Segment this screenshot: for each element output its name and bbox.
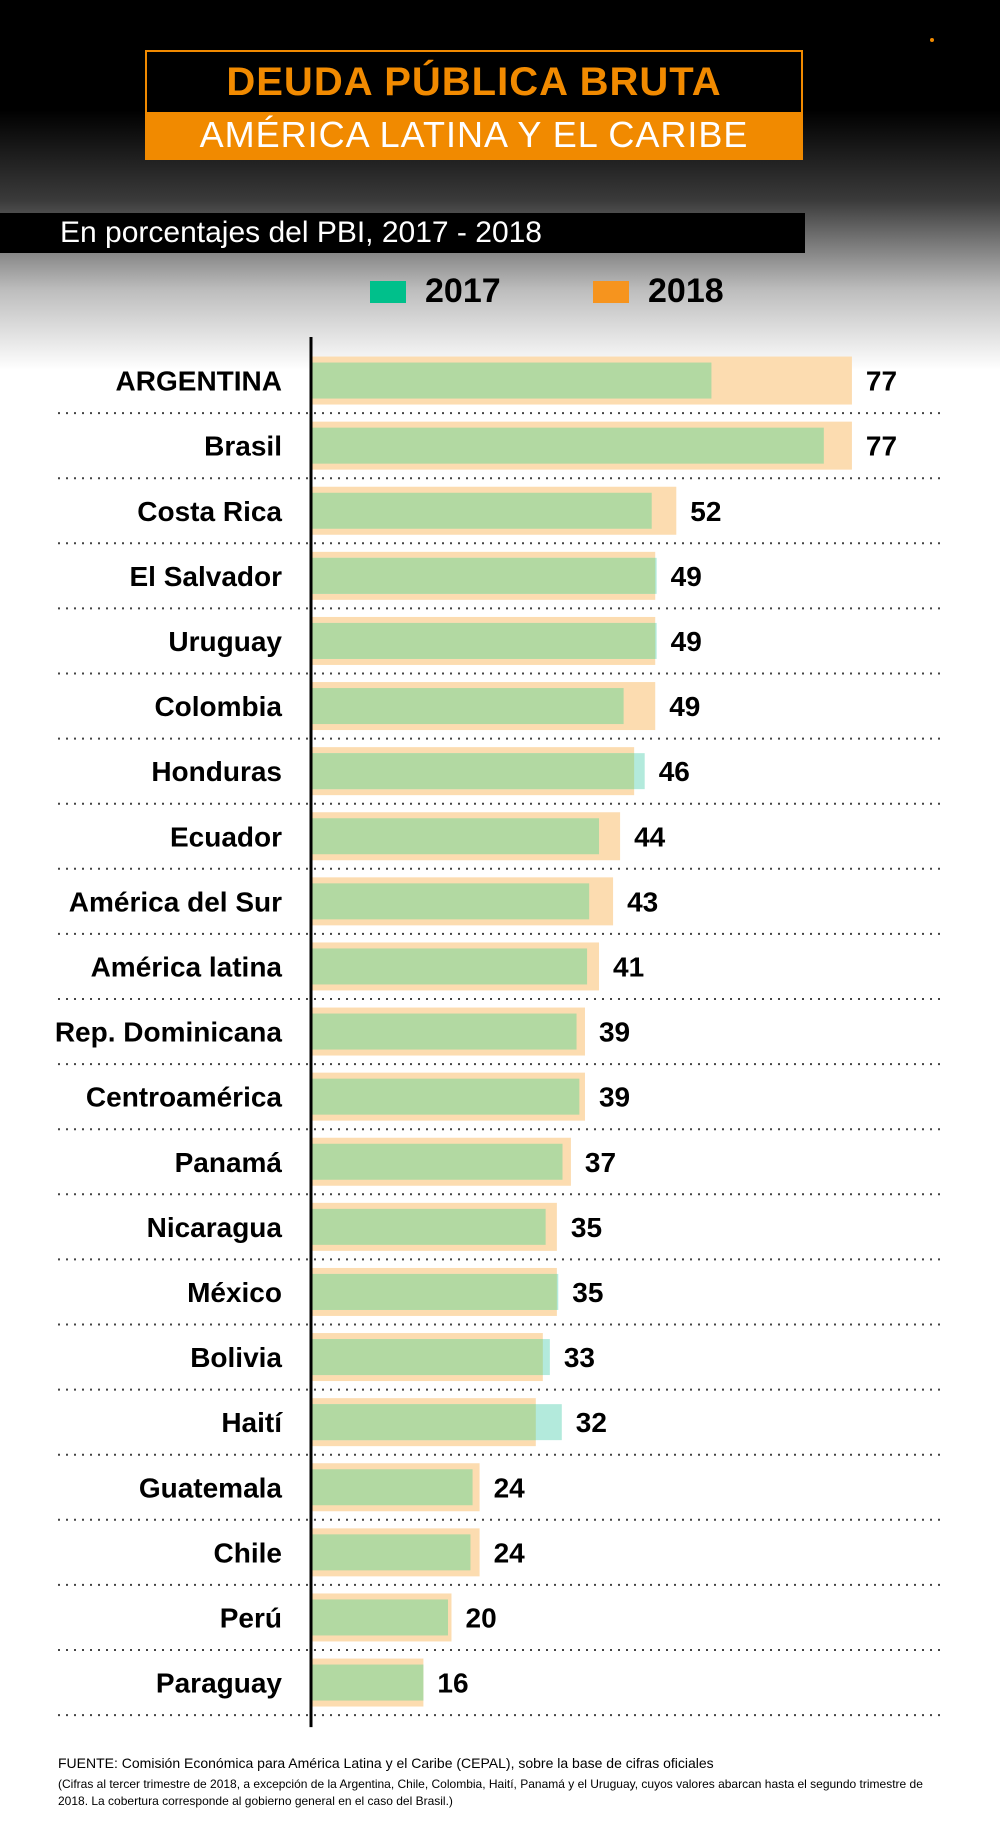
value-label: 49	[669, 691, 700, 722]
bar-2017	[311, 1078, 580, 1115]
chart-title: DEUDA PÚBLICA BRUTA	[226, 60, 722, 104]
source-block: FUENTE: Comisión Económica para América …	[58, 1754, 938, 1810]
value-label: 43	[627, 886, 658, 917]
bar-2017	[311, 1404, 536, 1441]
value-label: 46	[659, 756, 690, 787]
legend-swatch-2018	[593, 281, 629, 303]
bar-2017	[311, 427, 824, 464]
category-label: El Salvador	[129, 561, 282, 592]
value-label: 41	[613, 951, 644, 982]
value-label: 52	[690, 496, 721, 527]
bar-2017	[311, 1208, 546, 1245]
value-label: 24	[494, 1537, 526, 1568]
category-label: Panamá	[175, 1147, 283, 1178]
category-label: Haití	[221, 1407, 283, 1438]
title-box: DEUDA PÚBLICA BRUTA AMÉRICA LATINA Y EL …	[145, 50, 803, 160]
value-label: 44	[634, 821, 666, 852]
category-label: Honduras	[151, 756, 282, 787]
value-label: 77	[866, 366, 897, 397]
bar-2017	[311, 818, 600, 855]
bar-2017	[311, 1599, 448, 1636]
value-label: 39	[599, 1082, 630, 1113]
bar-2017	[311, 1013, 577, 1050]
value-label: 33	[564, 1342, 595, 1373]
value-label: 35	[572, 1277, 603, 1308]
category-label: Centroamérica	[86, 1082, 283, 1113]
bar-2017	[311, 1664, 424, 1701]
bar-2017	[311, 753, 635, 790]
value-label: 20	[466, 1602, 497, 1633]
category-label: Uruguay	[168, 626, 282, 657]
legend-label-2018: 2018	[648, 272, 724, 310]
bar-2017	[311, 1273, 557, 1310]
category-label: Colombia	[154, 691, 282, 722]
category-label: Guatemala	[139, 1472, 283, 1503]
chart-description: En porcentajes del PBI, 2017 - 2018	[0, 213, 805, 253]
category-label: América del Sur	[69, 886, 282, 917]
value-label: 24	[494, 1472, 526, 1503]
bar-2017	[311, 622, 656, 659]
bar-2017	[311, 688, 624, 725]
bar-2017	[311, 557, 656, 594]
category-label: Rep. Dominicana	[55, 1017, 283, 1048]
accent-dot	[930, 38, 934, 42]
source-note: (Cifras al tercer trimestre de 2018, a e…	[58, 1777, 923, 1808]
value-label: 77	[866, 431, 897, 462]
category-label: México	[187, 1277, 282, 1308]
category-label: Nicaragua	[147, 1212, 283, 1243]
category-label: Costa Rica	[137, 496, 282, 527]
value-label: 39	[599, 1017, 630, 1048]
category-label: Brasil	[204, 431, 282, 462]
category-label: Perú	[220, 1602, 282, 1633]
category-label: Paraguay	[156, 1668, 282, 1699]
chart-subtitle: AMÉRICA LATINA Y EL CARIBE	[147, 112, 801, 158]
bar-2017	[311, 883, 590, 920]
bar-2017	[311, 1469, 473, 1506]
source-text: FUENTE: Comisión Económica para América …	[58, 1755, 714, 1771]
bar-chart: ARGENTINA 77 Brasil 77 Costa Rica 52 El Salvad…	[55, 337, 945, 1728]
bar-2017	[311, 1339, 543, 1376]
bar-2017	[311, 1534, 471, 1571]
bar-2017	[311, 1143, 563, 1180]
category-label: Bolivia	[190, 1342, 282, 1373]
legend-swatch-2017	[370, 281, 406, 303]
category-label: Chile	[214, 1537, 282, 1568]
value-label: 32	[576, 1407, 607, 1438]
value-label: 37	[585, 1147, 616, 1178]
bar-2017	[311, 492, 652, 529]
bar-2017	[311, 362, 712, 399]
bar-2017	[311, 948, 588, 985]
category-label: ARGENTINA	[116, 366, 282, 397]
value-label: 49	[671, 626, 702, 657]
category-label: América latina	[91, 951, 283, 982]
legend-label-2017: 2017	[425, 272, 501, 310]
value-label: 35	[571, 1212, 602, 1243]
value-label: 49	[671, 561, 702, 592]
value-label: 16	[437, 1668, 468, 1699]
category-label: Ecuador	[170, 821, 282, 852]
